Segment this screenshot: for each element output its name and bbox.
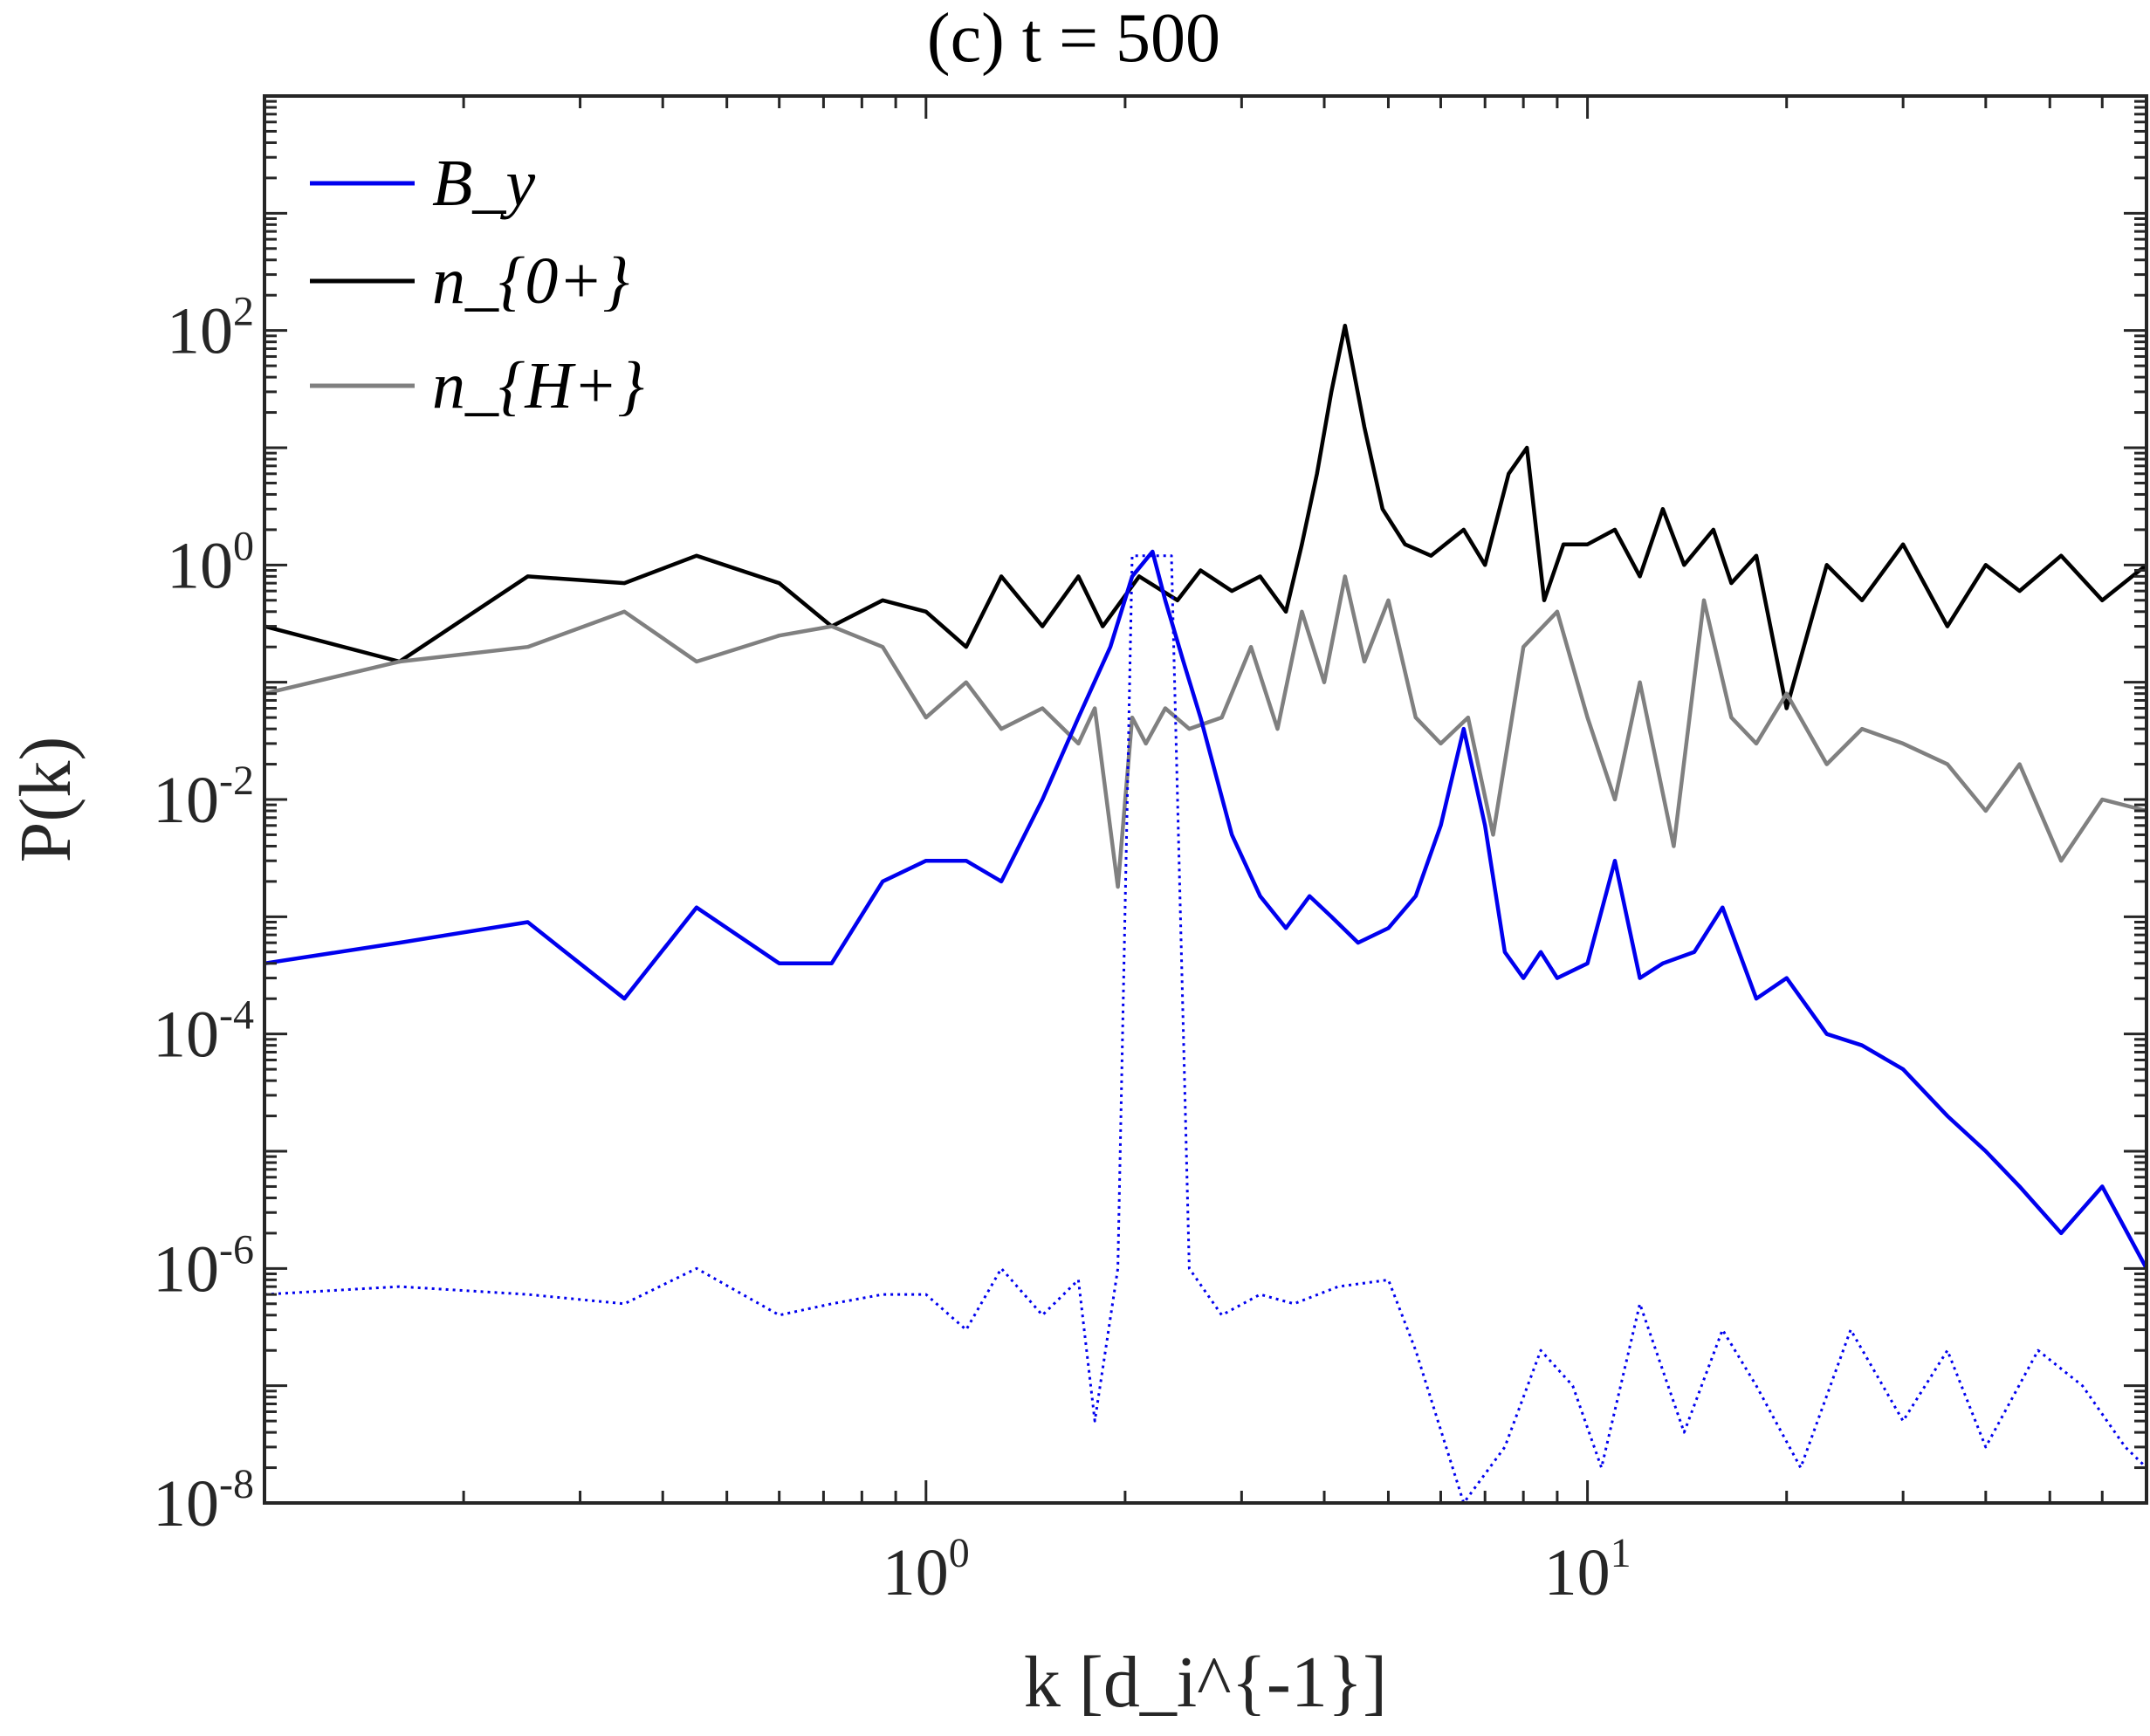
series-line-0 bbox=[264, 323, 2148, 710]
series-line-3 bbox=[264, 554, 2148, 1505]
series-line-2 bbox=[264, 549, 2148, 1270]
x-axis-label: k [d_i^{-1}] bbox=[1024, 1642, 1387, 1723]
y-tick-label: 10-8 bbox=[153, 1461, 254, 1540]
legend-label: n_{0+} bbox=[432, 244, 629, 318]
x-tick-label: 100 bbox=[883, 1530, 970, 1609]
y-tick-label: 102 bbox=[167, 289, 254, 368]
legend: B_y n_{0+} n_{H+} bbox=[310, 147, 644, 422]
legend-label: B_y bbox=[432, 147, 535, 220]
y-axis-label: P(k) bbox=[5, 737, 86, 863]
y-tick-label: 10-4 bbox=[153, 992, 254, 1072]
data-layer bbox=[264, 323, 2148, 1505]
series-line-1 bbox=[264, 574, 2147, 889]
x-tick-label: 101 bbox=[1544, 1530, 1631, 1609]
y-tick-label: 100 bbox=[167, 523, 254, 602]
tick-layer: 100 101 10-8 10-6 10-4 10-2 100 102 bbox=[153, 96, 2148, 1609]
y-tick-label: 10-6 bbox=[153, 1226, 254, 1306]
chart-title: (c) t = 500 bbox=[927, 0, 1220, 77]
y-tick-label: 10-2 bbox=[153, 758, 254, 837]
legend-label: n_{H+} bbox=[432, 349, 644, 422]
